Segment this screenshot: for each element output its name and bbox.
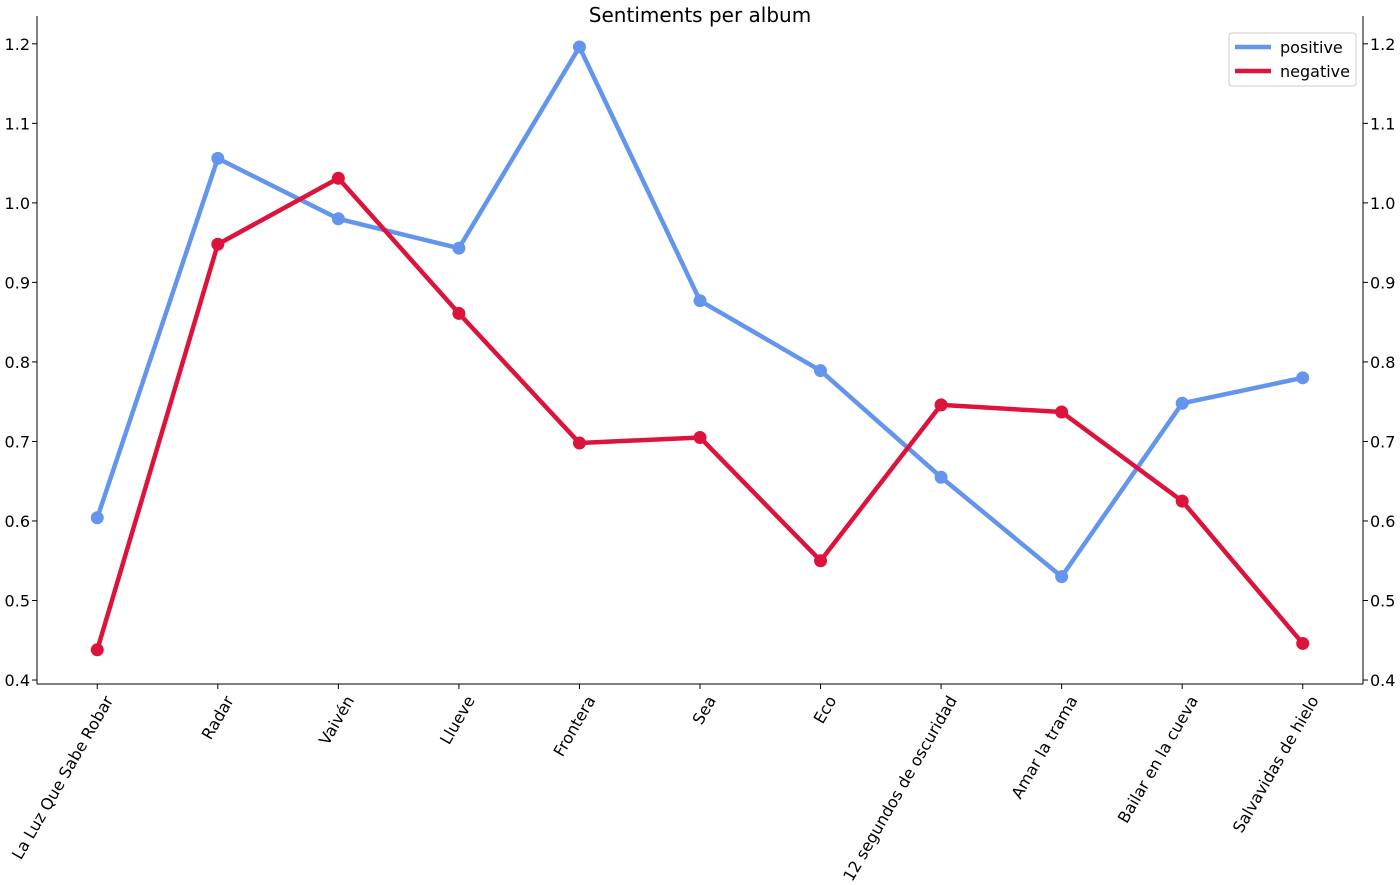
chart-title: Sentiments per album	[589, 3, 811, 27]
point-negative	[693, 430, 707, 444]
y-tick-label-left: 0.4	[5, 671, 30, 690]
y-tick-label-left: 1.2	[5, 35, 30, 54]
y-tick-label-right: 0.9	[1370, 273, 1395, 292]
y-tick-label-right: 1.0	[1370, 194, 1395, 213]
y-tick-label-right: 0.7	[1370, 432, 1395, 451]
x-tick-label: Eco	[810, 693, 841, 727]
x-tick-label: La Luz Que Sabe Robar	[8, 692, 117, 863]
y-tick-label-left: 1.1	[5, 114, 30, 133]
y-tick-label-right: 0.6	[1370, 512, 1395, 531]
point-positive	[814, 364, 828, 378]
y-tick-label-left: 0.5	[5, 592, 30, 611]
x-tick-label: Salvavidas de hielo	[1229, 693, 1323, 837]
y-tick-label-left: 0.7	[5, 432, 30, 451]
legend: positive negative	[1228, 32, 1357, 87]
x-tick-label: Llueve	[436, 693, 479, 748]
point-positive	[211, 151, 225, 165]
y-tick-label-right: 1.2	[1370, 35, 1395, 54]
point-negative	[1175, 494, 1189, 508]
y-tick-label-right: 0.5	[1370, 592, 1395, 611]
y-tick-label-left: 0.9	[5, 273, 30, 292]
series-lines	[95, 44, 1305, 651]
point-positive	[1296, 371, 1310, 385]
point-negative	[1055, 405, 1069, 419]
point-positive	[934, 470, 948, 484]
x-tick-label: 12 segundos de oscuridad	[839, 692, 961, 884]
y-tick-label-right: 1.1	[1370, 114, 1395, 133]
point-negative	[90, 643, 104, 657]
point-negative	[1296, 636, 1310, 650]
x-tick-label: Vaivén	[315, 693, 358, 749]
point-negative	[572, 436, 586, 450]
point-negative	[211, 237, 225, 251]
point-positive	[693, 294, 707, 308]
point-positive	[90, 511, 104, 525]
x-tick-label: Sea	[688, 693, 719, 728]
series-markers	[90, 40, 1310, 657]
y-tick-label-left: 0.8	[5, 353, 30, 372]
x-tick-label: Amar la trama	[1007, 693, 1081, 802]
x-tick-label: Radar	[198, 692, 238, 743]
y-tick-label-left: 0.6	[5, 512, 30, 531]
point-positive	[1175, 396, 1189, 410]
point-positive	[331, 212, 345, 226]
series-line-negative	[95, 175, 1305, 651]
x-tick-label: Frontera	[550, 693, 600, 760]
legend-label-negative: negative	[1280, 62, 1350, 81]
point-positive	[452, 241, 466, 255]
x-tick-label: Bailar en la cueva	[1114, 693, 1202, 827]
point-negative	[452, 306, 466, 320]
point-negative	[814, 554, 828, 568]
series-line-positive	[95, 44, 1304, 579]
point-positive	[1055, 570, 1069, 584]
point-positive	[572, 40, 586, 54]
y-tick-label-left: 1.0	[5, 194, 30, 213]
point-negative	[331, 171, 345, 185]
point-negative	[934, 398, 948, 412]
y-tick-label-right: 0.4	[1370, 671, 1395, 690]
axes: 0.4 0.4 0.5 0.5 0.6 0.6 0.7 0.7 0.8 0.8 0.9 0.9 1.0 1…	[5, 16, 1395, 884]
y-tick-label-right: 0.8	[1370, 353, 1395, 372]
legend-label-positive: positive	[1280, 38, 1343, 57]
